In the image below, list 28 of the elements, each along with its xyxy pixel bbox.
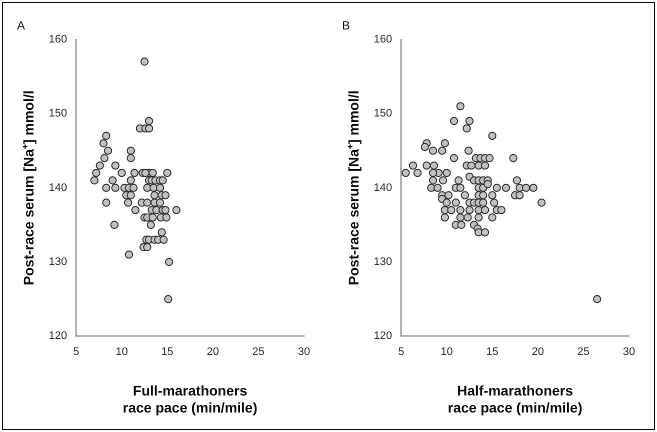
y-axis-title: Post-race serum [Na⁺] mmol/l <box>20 90 36 286</box>
x-tick-label: 10 <box>116 346 128 358</box>
x-tick-label: 30 <box>298 346 310 358</box>
x-tick-label: 20 <box>206 346 219 358</box>
y-tick-label: 160 <box>48 33 68 46</box>
x-axis-title: Half-marathoners race pace (min/mile) <box>448 382 582 416</box>
x-tick-label: 5 <box>398 346 404 358</box>
y-tick-label: 140 <box>374 182 392 194</box>
y-tick-label: 130 <box>48 256 68 268</box>
x-axis-title: Full-marathoners race pace (min/mile) <box>122 382 258 416</box>
y-tick-label: 140 <box>48 182 68 194</box>
y-tick-label: 120 <box>374 330 392 342</box>
x-tick-label: 25 <box>252 346 265 358</box>
chart-title: B <box>342 18 350 33</box>
y-axis-title: Post-race serum [Na⁺] mmol/l <box>345 90 362 286</box>
chart-title: A <box>17 18 26 33</box>
x-tick-label: 10 <box>440 346 453 358</box>
x-tick-label: 20 <box>532 346 544 358</box>
x-tick-label: 30 <box>622 346 636 358</box>
y-tick-label: 160 <box>374 33 392 46</box>
y-tick-label: 130 <box>374 256 392 268</box>
y-tick-label: 120 <box>48 330 68 342</box>
x-tick-label: 25 <box>577 346 590 358</box>
x-tick-label: 15 <box>486 346 498 358</box>
x-tick-label: 5 <box>73 346 80 358</box>
x-tick-label: 15 <box>161 346 174 358</box>
y-tick-label: 150 <box>374 108 392 120</box>
y-tick-label: 150 <box>48 108 68 120</box>
